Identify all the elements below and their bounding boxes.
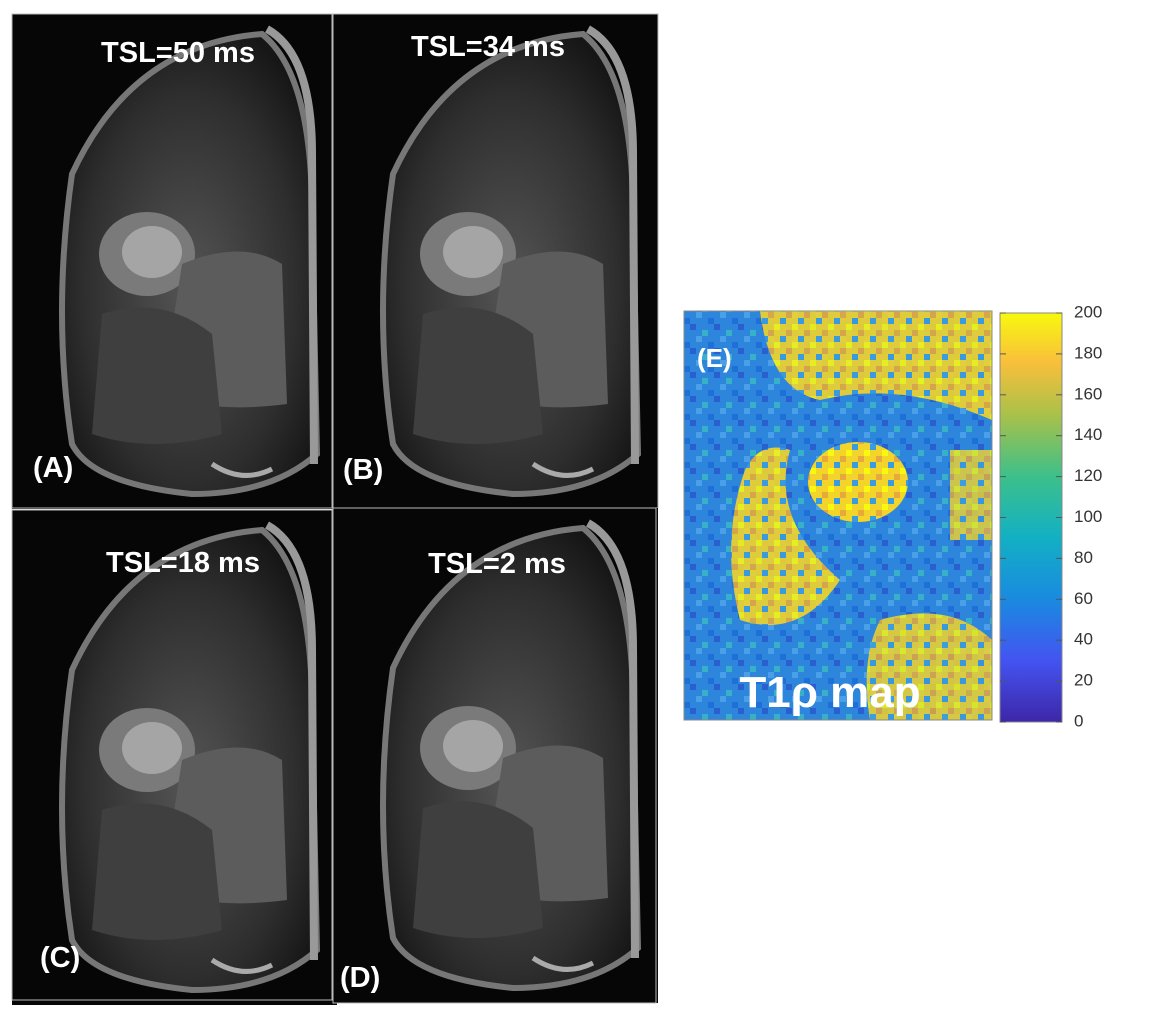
tick-label: 0 xyxy=(1074,711,1083,730)
tick-label: 180 xyxy=(1074,343,1102,362)
panel-title: TSL=50 ms xyxy=(101,37,255,69)
map-border xyxy=(683,310,993,721)
panel-title: TSL=34 ms xyxy=(411,31,565,63)
tick-label: 140 xyxy=(1074,425,1102,444)
panel-c xyxy=(12,510,337,1005)
mri-image xyxy=(12,510,337,1005)
map-region xyxy=(760,311,992,420)
colorbar-ticks: 0 20 40 60 80 100 120 140 160 180 200 xyxy=(1000,302,1102,730)
panel-border xyxy=(11,13,333,509)
map-region xyxy=(950,450,992,540)
map-title: T1ρ map xyxy=(739,668,920,717)
panel-label: (C) xyxy=(40,942,80,974)
panel-label: (A) xyxy=(33,452,73,484)
tick-label: 40 xyxy=(1074,630,1093,649)
colorbar xyxy=(999,312,1063,723)
panel-border xyxy=(332,507,657,1004)
tick-label: 20 xyxy=(1074,671,1093,690)
panel-a xyxy=(12,14,337,509)
panel-label: (D) xyxy=(340,962,380,994)
tick-label: 80 xyxy=(1074,548,1093,567)
map-region xyxy=(808,442,908,522)
panel-title: TSL=18 ms xyxy=(106,547,260,579)
map-region xyxy=(731,447,840,625)
panel-border xyxy=(11,509,333,1001)
mri-image xyxy=(333,14,658,509)
tick-label: 200 xyxy=(1074,302,1102,321)
panel-b xyxy=(333,14,658,509)
panel-label: (B) xyxy=(343,454,383,486)
mri-image xyxy=(12,14,337,509)
tick-label: 160 xyxy=(1074,384,1102,403)
tick-label: 120 xyxy=(1074,466,1102,485)
panel-label: (E) xyxy=(697,343,732,373)
tick-label: 100 xyxy=(1074,507,1102,526)
map-region xyxy=(866,613,992,720)
tick-label: 60 xyxy=(1074,589,1093,608)
mri-image xyxy=(333,508,658,1003)
panel-d xyxy=(333,508,658,1003)
t1rho-map: (E) T1ρ map xyxy=(683,310,993,721)
panel-title: TSL=2 ms xyxy=(428,548,566,580)
